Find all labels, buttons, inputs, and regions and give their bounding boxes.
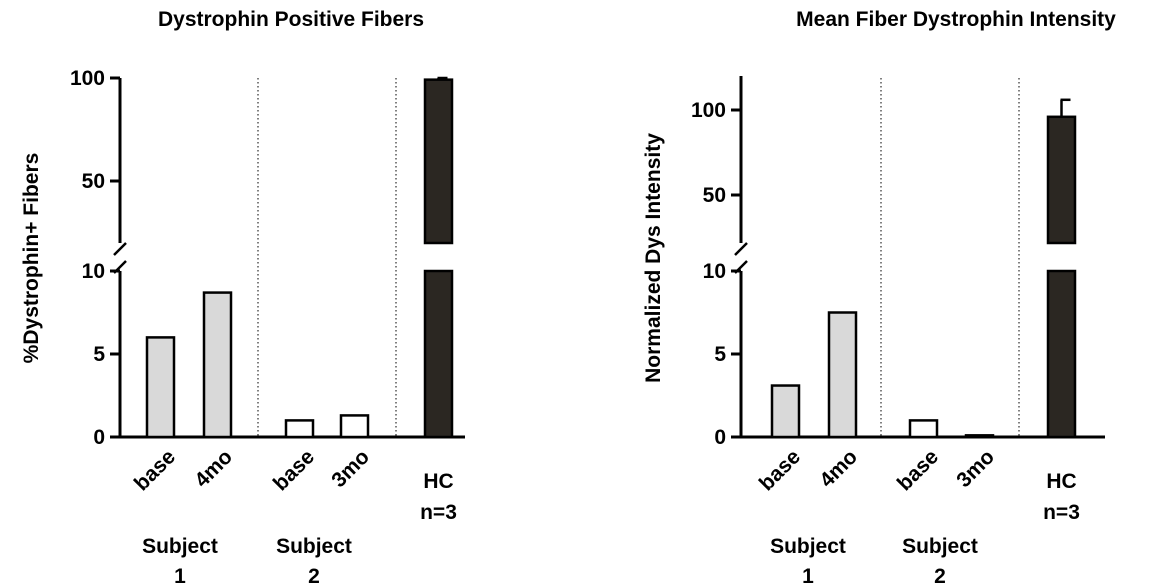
y-axis-label: %Dystrophin+ Fibers bbox=[20, 153, 43, 364]
x-tick-label-hc-n: n=3 bbox=[1043, 501, 1080, 524]
bar bbox=[964, 434, 995, 439]
y-tick-label: 100 bbox=[70, 67, 105, 90]
group-label-number: 2 bbox=[308, 565, 320, 587]
axis-break-mark bbox=[734, 242, 748, 256]
group-label-number: 2 bbox=[934, 565, 946, 587]
group-label-number: 1 bbox=[802, 565, 814, 587]
x-tick-label: base bbox=[755, 445, 805, 495]
x-tick-label-hc-n: n=3 bbox=[420, 501, 457, 524]
x-tick-label: 3mo bbox=[952, 445, 999, 492]
group-label: Subject bbox=[770, 535, 846, 558]
y-tick-label: 50 bbox=[703, 184, 726, 207]
group-label: Subject bbox=[902, 535, 978, 558]
y-axis-label: Normalized Dys Intensity bbox=[642, 133, 665, 383]
x-tick-label: 3mo bbox=[327, 445, 374, 492]
bar bbox=[202, 291, 233, 439]
y-tick-label: 10 bbox=[82, 260, 105, 283]
bar bbox=[1046, 269, 1077, 439]
chart-title: Dystrophin Positive Fibers bbox=[158, 8, 424, 31]
bar bbox=[284, 419, 315, 439]
y-tick-label: 0 bbox=[714, 426, 726, 449]
x-tick-label-hc: HC bbox=[1046, 470, 1076, 493]
x-tick-label: base bbox=[893, 445, 943, 495]
bar bbox=[145, 336, 176, 439]
y-tick-label: 5 bbox=[714, 343, 726, 366]
bar bbox=[339, 414, 370, 439]
y-tick-label: 50 bbox=[82, 170, 105, 193]
x-tick-label-hc: HC bbox=[423, 470, 453, 493]
bar bbox=[908, 419, 939, 439]
chart-2: Mean Fiber Dystrophin Intensity Normalize… bbox=[642, 8, 1116, 587]
x-tick-label: base bbox=[269, 445, 319, 495]
bar bbox=[423, 78, 454, 245]
group-label: Subject bbox=[142, 535, 218, 558]
y-tick-label: 10 bbox=[703, 260, 726, 283]
axis-break-mark bbox=[113, 242, 127, 256]
y-tick-label: 5 bbox=[93, 343, 105, 366]
y-tick-label: 0 bbox=[93, 426, 105, 449]
bar bbox=[1046, 115, 1077, 245]
bar bbox=[423, 269, 454, 439]
bar bbox=[827, 311, 858, 439]
chart-1: Dystrophin Positive Fibers %Dystrophin+ F… bbox=[20, 8, 465, 587]
bar bbox=[770, 384, 801, 439]
x-tick-label: 4mo bbox=[815, 445, 862, 492]
x-tick-label: base bbox=[130, 445, 180, 495]
group-label-number: 1 bbox=[174, 565, 186, 587]
group-label: Subject bbox=[276, 535, 352, 558]
chart-title: Mean Fiber Dystrophin Intensity bbox=[796, 8, 1116, 31]
x-tick-label: 4mo bbox=[190, 445, 237, 492]
y-tick-label: 100 bbox=[691, 99, 726, 122]
